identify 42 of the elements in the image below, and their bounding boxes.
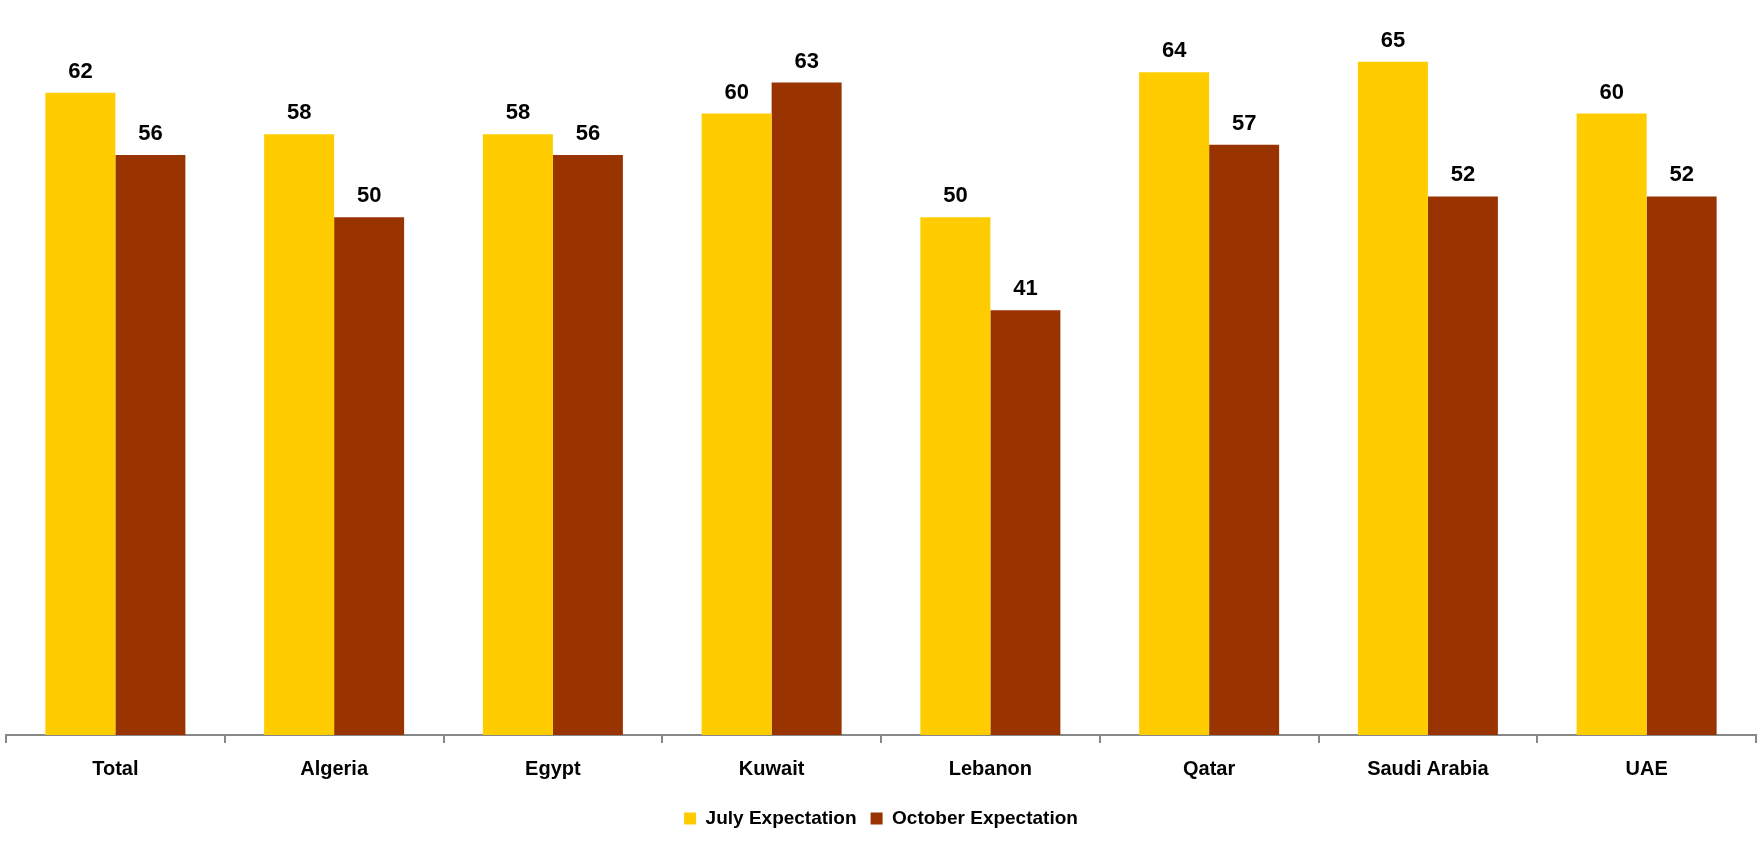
data-label: 50 [943, 182, 968, 208]
bar [45, 92, 116, 735]
data-label: 56 [575, 120, 601, 146]
bar [334, 217, 405, 735]
bar [1357, 61, 1428, 735]
data-label: 63 [794, 47, 819, 73]
data-label: 41 [1013, 275, 1038, 301]
x-tick-label: UAE [1625, 756, 1668, 779]
bar [115, 155, 186, 735]
data-label: 57 [1231, 109, 1257, 135]
bar [482, 134, 553, 735]
x-tick-label: Saudi Arabia [1367, 756, 1490, 779]
data-label: 56 [138, 120, 163, 146]
bar [771, 82, 842, 735]
bar [1427, 196, 1498, 735]
data-label: 62 [68, 57, 93, 83]
bar [1139, 72, 1210, 735]
bar [1576, 113, 1647, 735]
x-tick-label: Algeria [300, 756, 369, 779]
x-tick-label: Total [92, 756, 139, 779]
data-label: 58 [505, 99, 531, 125]
bar [1209, 144, 1280, 735]
x-tick-label: Kuwait [738, 756, 805, 779]
x-tick-label: Qatar [1183, 756, 1236, 779]
x-tick-label: Egypt [525, 756, 581, 779]
data-label: 50 [356, 182, 382, 208]
data-label: 60 [1599, 78, 1624, 104]
bar [264, 134, 335, 735]
legend-label: July Expectation [705, 806, 857, 828]
bar [701, 113, 772, 735]
bar [990, 310, 1061, 735]
x-tick-label: Lebanon [948, 756, 1033, 779]
data-label: 64 [1161, 37, 1188, 63]
data-label: 60 [724, 78, 749, 104]
legend-label: October Expectation [892, 806, 1078, 828]
bar [1646, 196, 1717, 735]
data-label: 52 [1669, 161, 1694, 187]
data-label: 52 [1450, 161, 1476, 187]
data-label: 65 [1380, 26, 1406, 52]
bar [920, 217, 991, 735]
data-label: 58 [286, 99, 312, 125]
bar [552, 155, 623, 735]
